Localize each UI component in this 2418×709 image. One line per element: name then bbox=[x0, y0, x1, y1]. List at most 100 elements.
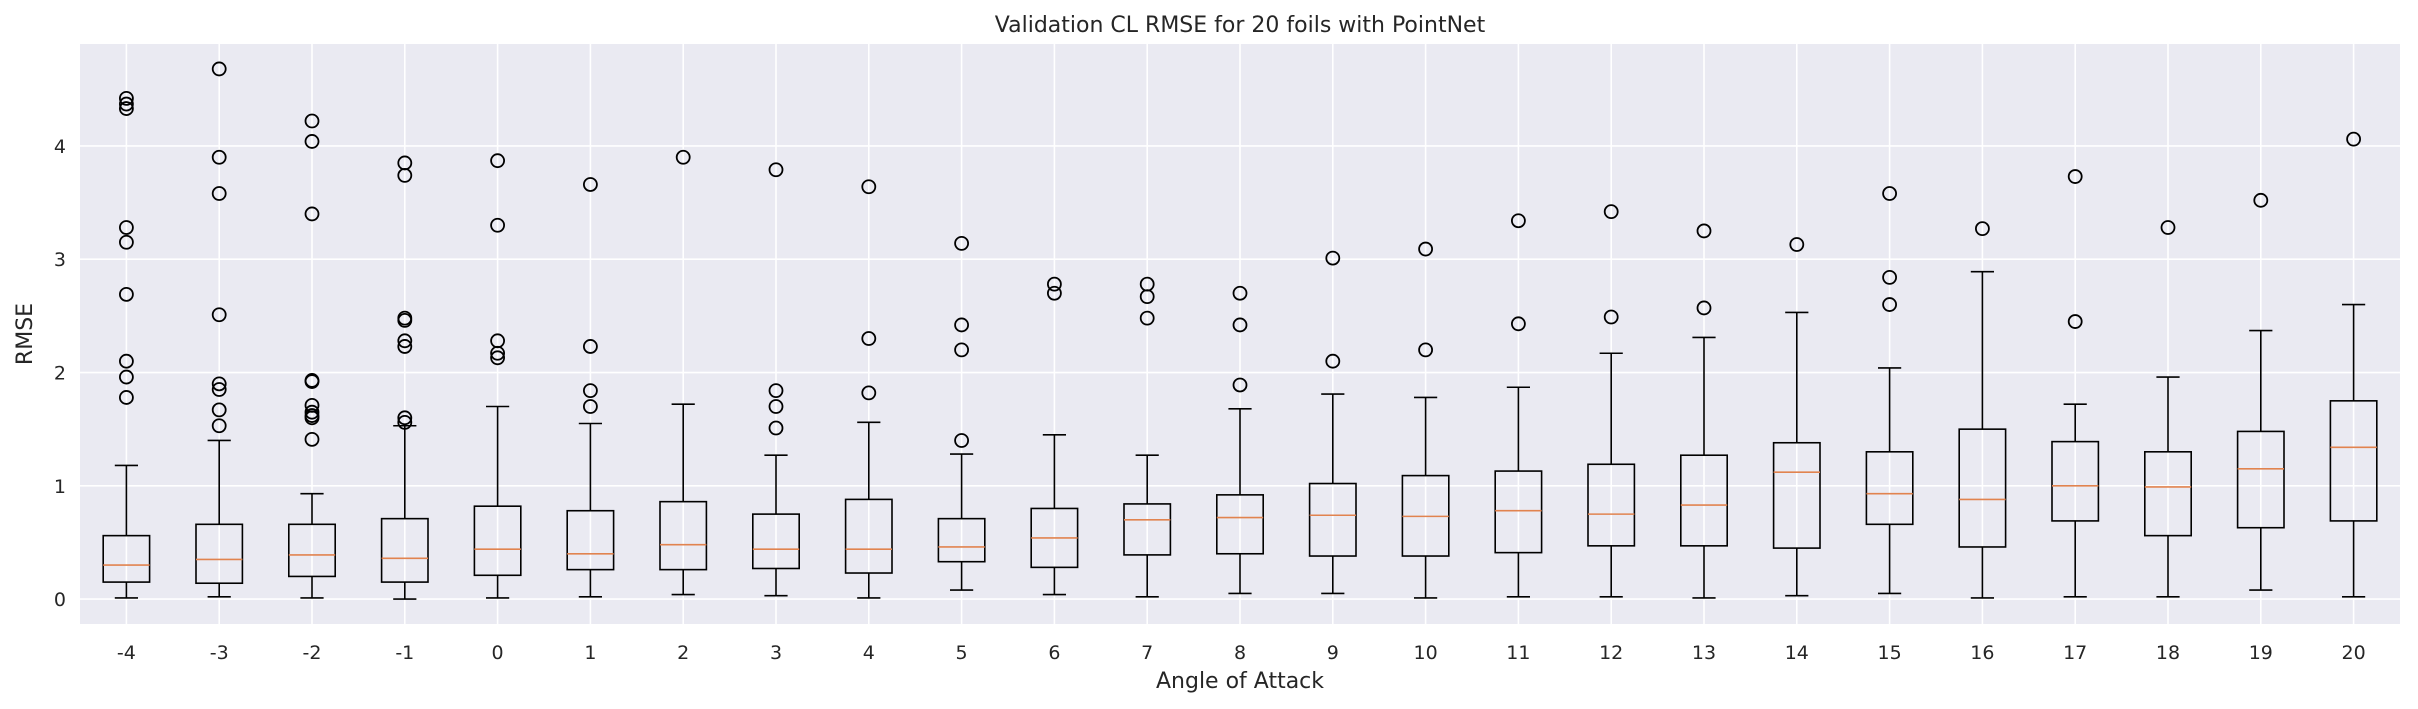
box-group bbox=[659, 149, 708, 596]
y-axis-label: RMSE bbox=[13, 303, 38, 365]
box-group bbox=[287, 113, 336, 599]
outlier-point bbox=[119, 234, 134, 250]
outlier-point bbox=[1882, 186, 1897, 201]
box-group bbox=[1494, 213, 1543, 598]
iqr-box bbox=[659, 500, 708, 571]
box-group bbox=[1865, 186, 1914, 595]
outlier-point bbox=[304, 206, 320, 222]
x-tick-label: 12 bbox=[1599, 642, 1623, 664]
iqr-box bbox=[2051, 440, 2100, 522]
outlier-point bbox=[119, 101, 134, 116]
outlier-point bbox=[2067, 314, 2083, 329]
x-tick-label: 15 bbox=[1878, 642, 1902, 664]
x-tick-label: 17 bbox=[2063, 642, 2087, 664]
box-group bbox=[844, 179, 893, 599]
iqr-box bbox=[1958, 428, 2007, 548]
outlier-point bbox=[1047, 276, 1062, 292]
box-group bbox=[2236, 192, 2285, 591]
outlier-point bbox=[211, 376, 227, 392]
x-tick-label: 3 bbox=[770, 642, 782, 664]
iqr-box bbox=[2236, 430, 2285, 529]
iqr-box bbox=[751, 513, 800, 570]
box-group bbox=[1308, 250, 1357, 595]
iqr-box bbox=[1494, 470, 1543, 554]
x-tick-label: 5 bbox=[956, 642, 968, 664]
box-group bbox=[380, 155, 429, 600]
x-tick-label: 18 bbox=[2156, 642, 2180, 664]
box-group bbox=[1123, 276, 1172, 598]
box-group bbox=[1772, 237, 1821, 597]
outlier-point bbox=[1139, 289, 1155, 305]
y-tick-label: 0 bbox=[54, 589, 66, 611]
outlier-point bbox=[1696, 300, 1712, 316]
iqr-box bbox=[1587, 463, 1636, 547]
outlier-point bbox=[119, 220, 134, 235]
outlier-point bbox=[119, 286, 134, 302]
iqr-box bbox=[1680, 454, 1729, 547]
outlier-point bbox=[397, 168, 413, 183]
iqr-box bbox=[566, 509, 615, 571]
outlier-point bbox=[211, 307, 227, 323]
x-tick-label: -3 bbox=[210, 642, 229, 664]
y-tick-label: 2 bbox=[54, 363, 66, 385]
outlier-point bbox=[583, 399, 598, 414]
iqr-box bbox=[2329, 400, 2378, 522]
x-tick-label: 13 bbox=[1692, 642, 1716, 664]
outlier-point bbox=[304, 431, 320, 447]
iqr-box bbox=[1772, 441, 1821, 549]
outlier-point bbox=[397, 410, 413, 426]
iqr-box bbox=[1308, 482, 1357, 557]
iqr-box bbox=[844, 498, 893, 574]
outlier-point bbox=[861, 179, 877, 195]
chart-title: Validation CL RMSE for 20 foils with Poi… bbox=[995, 13, 1486, 38]
outlier-point bbox=[211, 61, 227, 77]
outlier-point bbox=[583, 339, 598, 354]
iqr-box bbox=[1865, 451, 1914, 526]
outlier-point bbox=[861, 331, 877, 346]
x-tick-label: 20 bbox=[2342, 642, 2366, 664]
iqr-box bbox=[1123, 503, 1172, 556]
x-tick-label: -2 bbox=[303, 642, 322, 664]
x-tick-label: -4 bbox=[117, 642, 136, 664]
outlier-point bbox=[490, 217, 506, 233]
outlier-point bbox=[397, 339, 413, 354]
box-series bbox=[102, 61, 2378, 600]
iqr-box bbox=[2144, 451, 2193, 537]
outlier-point bbox=[397, 313, 413, 328]
x-tick-label: -1 bbox=[395, 642, 414, 664]
outlier-point bbox=[1232, 285, 1248, 301]
outlier-point bbox=[397, 333, 413, 349]
outlier-point bbox=[1232, 317, 1248, 333]
outlier-point bbox=[1511, 213, 1526, 229]
box-group bbox=[1958, 221, 2007, 599]
outlier-point bbox=[1882, 297, 1897, 312]
outlier-point bbox=[304, 374, 320, 389]
box-group bbox=[1030, 276, 1079, 596]
box-group bbox=[102, 90, 151, 599]
outlier-point bbox=[583, 383, 598, 399]
iqr-box bbox=[1216, 494, 1265, 555]
x-tick-label: 4 bbox=[863, 642, 875, 664]
outlier-point bbox=[1139, 310, 1155, 326]
outlier-point bbox=[954, 235, 969, 251]
iqr-box bbox=[937, 517, 986, 563]
outlier-point bbox=[768, 162, 784, 178]
outlier-point bbox=[1325, 250, 1341, 266]
outlier-point bbox=[211, 402, 227, 418]
outlier-point bbox=[1789, 237, 1805, 252]
y-tick-label: 1 bbox=[54, 476, 66, 498]
x-tick-label: 16 bbox=[1970, 642, 1994, 664]
outlier-point bbox=[1418, 342, 1433, 358]
outlier-point bbox=[119, 90, 134, 106]
box-group bbox=[1680, 223, 1729, 599]
outlier-point bbox=[2253, 192, 2269, 208]
iqr-box bbox=[195, 523, 244, 585]
box-group bbox=[2144, 220, 2193, 598]
x-tick-label: 19 bbox=[2249, 642, 2273, 664]
box-group bbox=[2329, 131, 2378, 598]
outlier-point bbox=[211, 149, 227, 165]
x-tick-label: 8 bbox=[1234, 642, 1246, 664]
outlier-point bbox=[119, 390, 134, 405]
